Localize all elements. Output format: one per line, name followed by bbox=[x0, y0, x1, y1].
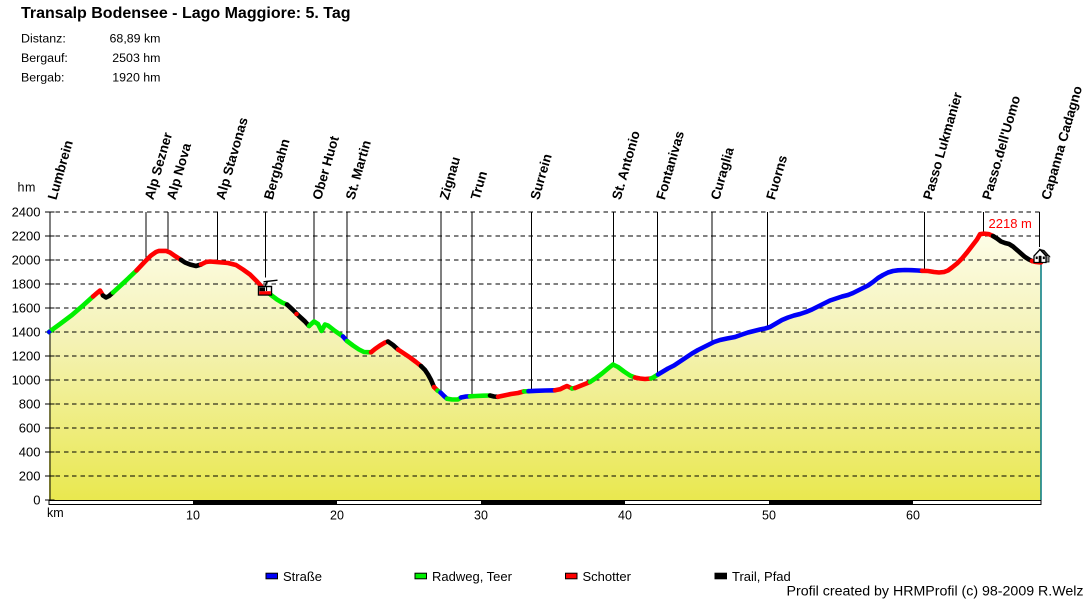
svg-text:Straße: Straße bbox=[283, 569, 322, 584]
svg-text:1800: 1800 bbox=[12, 276, 41, 291]
svg-text:Curaglia: Curaglia bbox=[708, 145, 737, 201]
svg-text:Fontanivas: Fontanivas bbox=[653, 129, 687, 201]
svg-text:2200: 2200 bbox=[12, 228, 41, 243]
svg-text:Trun: Trun bbox=[468, 169, 490, 201]
svg-text:Profil created by HRMProfil (c: Profil created by HRMProfil (c) 98-2009 … bbox=[787, 584, 1084, 600]
svg-text:10: 10 bbox=[186, 509, 200, 523]
svg-text:800: 800 bbox=[19, 396, 41, 411]
svg-text:Passo.dell'Uomo: Passo.dell'Uomo bbox=[979, 94, 1023, 201]
svg-text:600: 600 bbox=[19, 420, 41, 435]
svg-text:20: 20 bbox=[330, 509, 344, 523]
svg-text:2503 hm: 2503 hm bbox=[112, 51, 160, 65]
svg-text:Passo Lukmanier: Passo Lukmanier bbox=[920, 90, 965, 201]
svg-text:50: 50 bbox=[762, 509, 776, 523]
svg-text:1920 hm: 1920 hm bbox=[112, 70, 160, 84]
svg-text:2218 m: 2218 m bbox=[989, 216, 1032, 231]
svg-text:Ober Huot: Ober Huot bbox=[309, 134, 342, 202]
svg-text:Distanz:: Distanz: bbox=[21, 31, 66, 45]
svg-text:68,89 km: 68,89 km bbox=[110, 31, 161, 45]
svg-text:1400: 1400 bbox=[12, 324, 41, 339]
svg-text:60: 60 bbox=[906, 509, 920, 523]
svg-text:St. Antonio: St. Antonio bbox=[609, 129, 643, 201]
svg-text:1000: 1000 bbox=[12, 372, 41, 387]
svg-text:0: 0 bbox=[33, 492, 40, 507]
svg-text:Radweg, Teer: Radweg, Teer bbox=[432, 569, 513, 584]
svg-text:Surrein: Surrein bbox=[527, 152, 554, 201]
svg-text:Bergbahn: Bergbahn bbox=[261, 137, 293, 201]
svg-text:Trail, Pfad: Trail, Pfad bbox=[732, 569, 791, 584]
svg-text:40: 40 bbox=[618, 509, 632, 523]
svg-text:hm: hm bbox=[18, 181, 37, 195]
svg-text:1600: 1600 bbox=[12, 300, 41, 315]
svg-text:Capanna Cadagno: Capanna Cadagno bbox=[1038, 84, 1085, 201]
svg-text:2400: 2400 bbox=[12, 204, 41, 219]
svg-text:Transalp Bodensee - Lago Maggi: Transalp Bodensee - Lago Maggiore: 5. Ta… bbox=[21, 5, 351, 22]
svg-text:Alp Stavonas: Alp Stavonas bbox=[213, 116, 251, 202]
svg-text:2000: 2000 bbox=[12, 252, 41, 267]
svg-text:Lumbrein: Lumbrein bbox=[45, 139, 76, 202]
svg-text:Zignau: Zignau bbox=[437, 155, 464, 201]
svg-text:Schotter: Schotter bbox=[583, 569, 632, 584]
svg-text:St. Martin: St. Martin bbox=[343, 139, 374, 202]
svg-text:1200: 1200 bbox=[12, 348, 41, 363]
svg-text:Bergab:: Bergab: bbox=[21, 70, 64, 84]
svg-text:Fuorns: Fuorns bbox=[763, 154, 790, 202]
svg-text:km: km bbox=[47, 506, 64, 520]
svg-text:200: 200 bbox=[19, 468, 41, 483]
svg-text:400: 400 bbox=[19, 444, 41, 459]
svg-text:30: 30 bbox=[474, 509, 488, 523]
svg-text:Bergauf:: Bergauf: bbox=[21, 51, 68, 65]
